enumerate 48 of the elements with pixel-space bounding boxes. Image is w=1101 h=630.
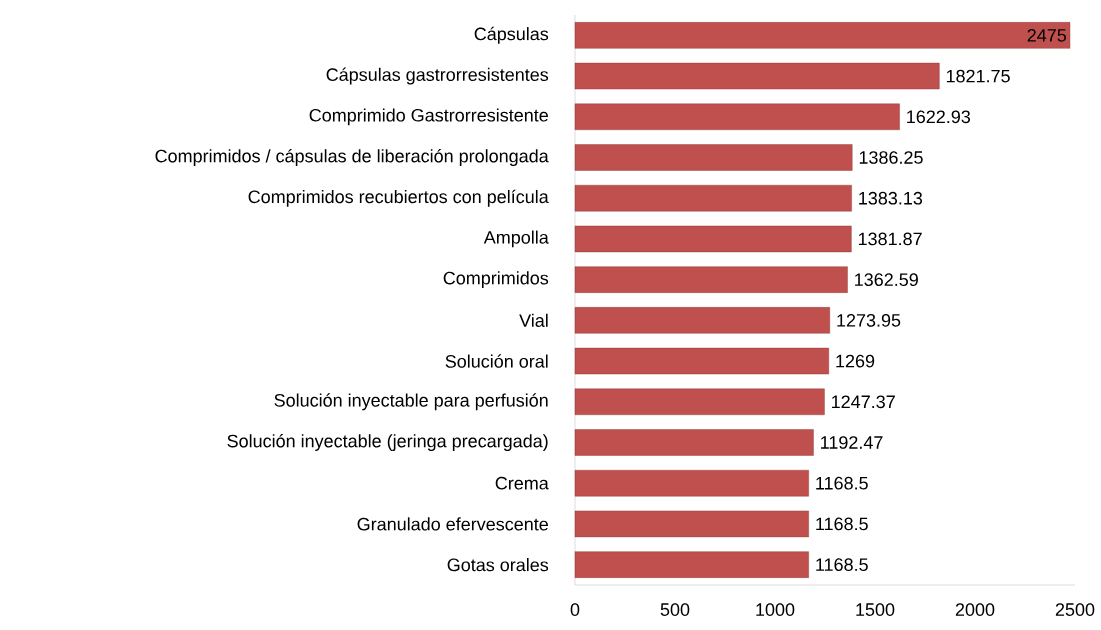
x-tick-label: 2500 — [1055, 603, 1095, 616]
y-tick-label: Cápsulas gastrorresistentes — [326, 67, 549, 85]
y-tick-label: Comprimidos — [443, 271, 549, 289]
x-tick-label: 2000 — [955, 603, 995, 616]
bar — [574, 185, 852, 212]
bar — [574, 347, 829, 375]
bar — [574, 388, 825, 415]
bar — [574, 429, 814, 456]
data-label: 1383.13 — [859, 191, 923, 205]
data-label: 1381.87 — [858, 232, 922, 246]
data-label: 1247.37 — [832, 395, 895, 409]
y-tick-label: Vial — [519, 313, 548, 327]
data-label: 1362.59 — [855, 273, 918, 287]
y-tick-label: Comprimido Gastrorresistente — [309, 108, 548, 126]
bar — [574, 225, 852, 253]
y-tick-label: Cápsulas — [474, 26, 549, 44]
x-tick-label: 500 — [660, 603, 690, 616]
y-tick-label: Solución oral — [445, 354, 548, 368]
data-label: 1821.75 — [946, 69, 1010, 83]
bar — [574, 470, 809, 497]
y-tick-label: Solución inyectable (jeringa precargada) — [227, 434, 548, 451]
data-label: 1192.47 — [821, 436, 883, 449]
bar — [574, 103, 900, 130]
y-tick-label: Solución inyectable para perfusión — [274, 393, 548, 411]
data-label: 1386.25 — [859, 151, 923, 164]
y-tick-label: Crema — [495, 476, 549, 490]
x-tick-label: 1000 — [756, 603, 795, 616]
data-label: 1273.95 — [837, 313, 901, 327]
y-tick-label: Ampolla — [483, 230, 549, 248]
bar — [574, 22, 1071, 49]
bar — [574, 510, 809, 538]
bar — [574, 62, 940, 90]
y-tick-label: Granulado efervescente — [357, 517, 548, 531]
data-label: 1168.5 — [816, 558, 868, 571]
y-tick-label: Comprimidos recubiertos con película — [248, 189, 549, 207]
bar — [574, 551, 809, 578]
x-tick-label: 1500 — [856, 603, 895, 616]
data-label: 1269 — [836, 354, 875, 368]
data-label: 2475 — [1027, 28, 1067, 42]
bar — [574, 266, 848, 293]
bar — [574, 307, 830, 334]
x-tick-label: 0 — [570, 603, 580, 616]
data-label: 1168.5 — [816, 476, 868, 490]
y-tick-label: Gotas orales — [447, 558, 549, 572]
y-tick-label: Comprimidos / cápsulas de liberación prolongada — [155, 149, 549, 166]
bar — [574, 144, 853, 171]
data-label: 1168.5 — [816, 517, 868, 531]
data-label: 1622.93 — [907, 110, 971, 124]
